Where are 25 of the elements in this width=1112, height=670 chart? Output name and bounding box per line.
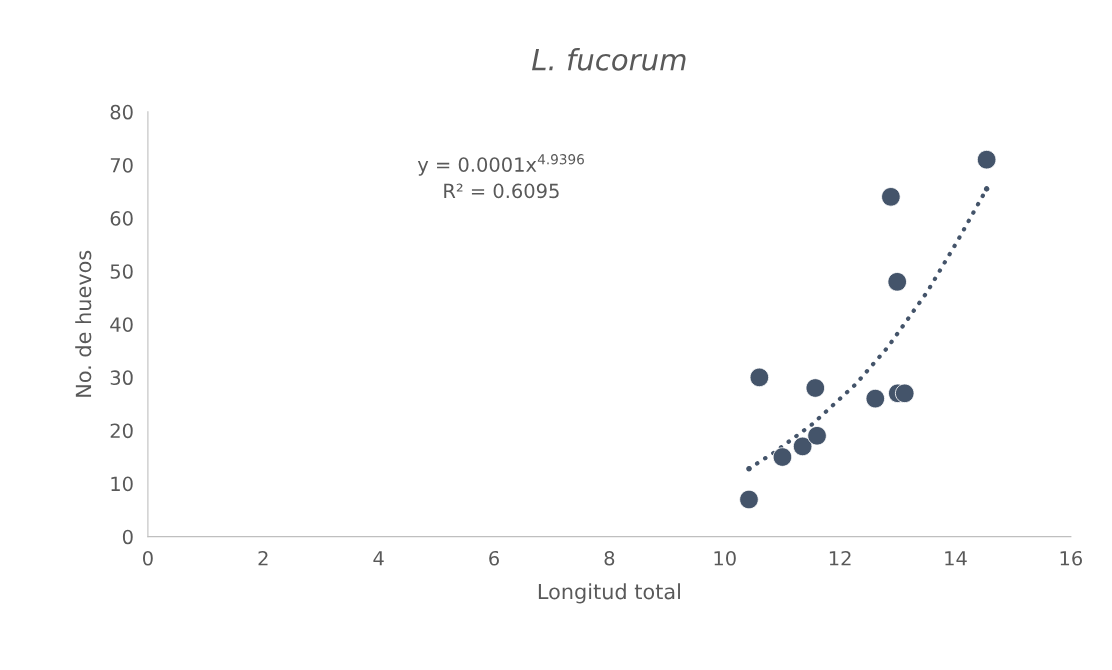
y-tick-label: 0 <box>122 529 133 545</box>
annotation: R² = 0.6095 <box>444 183 559 199</box>
x-tick-label: 2 <box>258 550 268 566</box>
x-tick-label: 14 <box>945 551 967 566</box>
point <box>983 186 990 192</box>
x-tick-label: 8 <box>604 550 615 566</box>
x-tick-label: 12 <box>829 550 851 566</box>
point <box>746 465 752 472</box>
x-tick-label: 16 <box>1060 550 1082 566</box>
annotation: y = 0.0001x$^{4.9396}$ <box>417 154 584 176</box>
y-tick-label: 70 <box>110 157 133 173</box>
x-tick-label: 10 <box>714 550 736 566</box>
x-axis-title: Longitud total <box>538 583 680 604</box>
y-axis-title: No. de huevos <box>75 250 92 397</box>
y-tick-label: 60 <box>110 211 133 226</box>
x-tick-label: 0 <box>142 550 153 566</box>
y-tick-label: 50 <box>110 264 133 279</box>
y-tick-label: 40 <box>110 317 133 332</box>
y-tick-label: 20 <box>110 423 133 439</box>
chart-title: L. fucorum <box>532 48 686 71</box>
y-tick-label: 80 <box>110 104 133 120</box>
x-tick-label: 4 <box>373 551 384 566</box>
y-tick-label: 30 <box>110 370 133 386</box>
y-tick-label: 10 <box>111 476 133 492</box>
x-tick-label: 6 <box>489 550 499 566</box>
